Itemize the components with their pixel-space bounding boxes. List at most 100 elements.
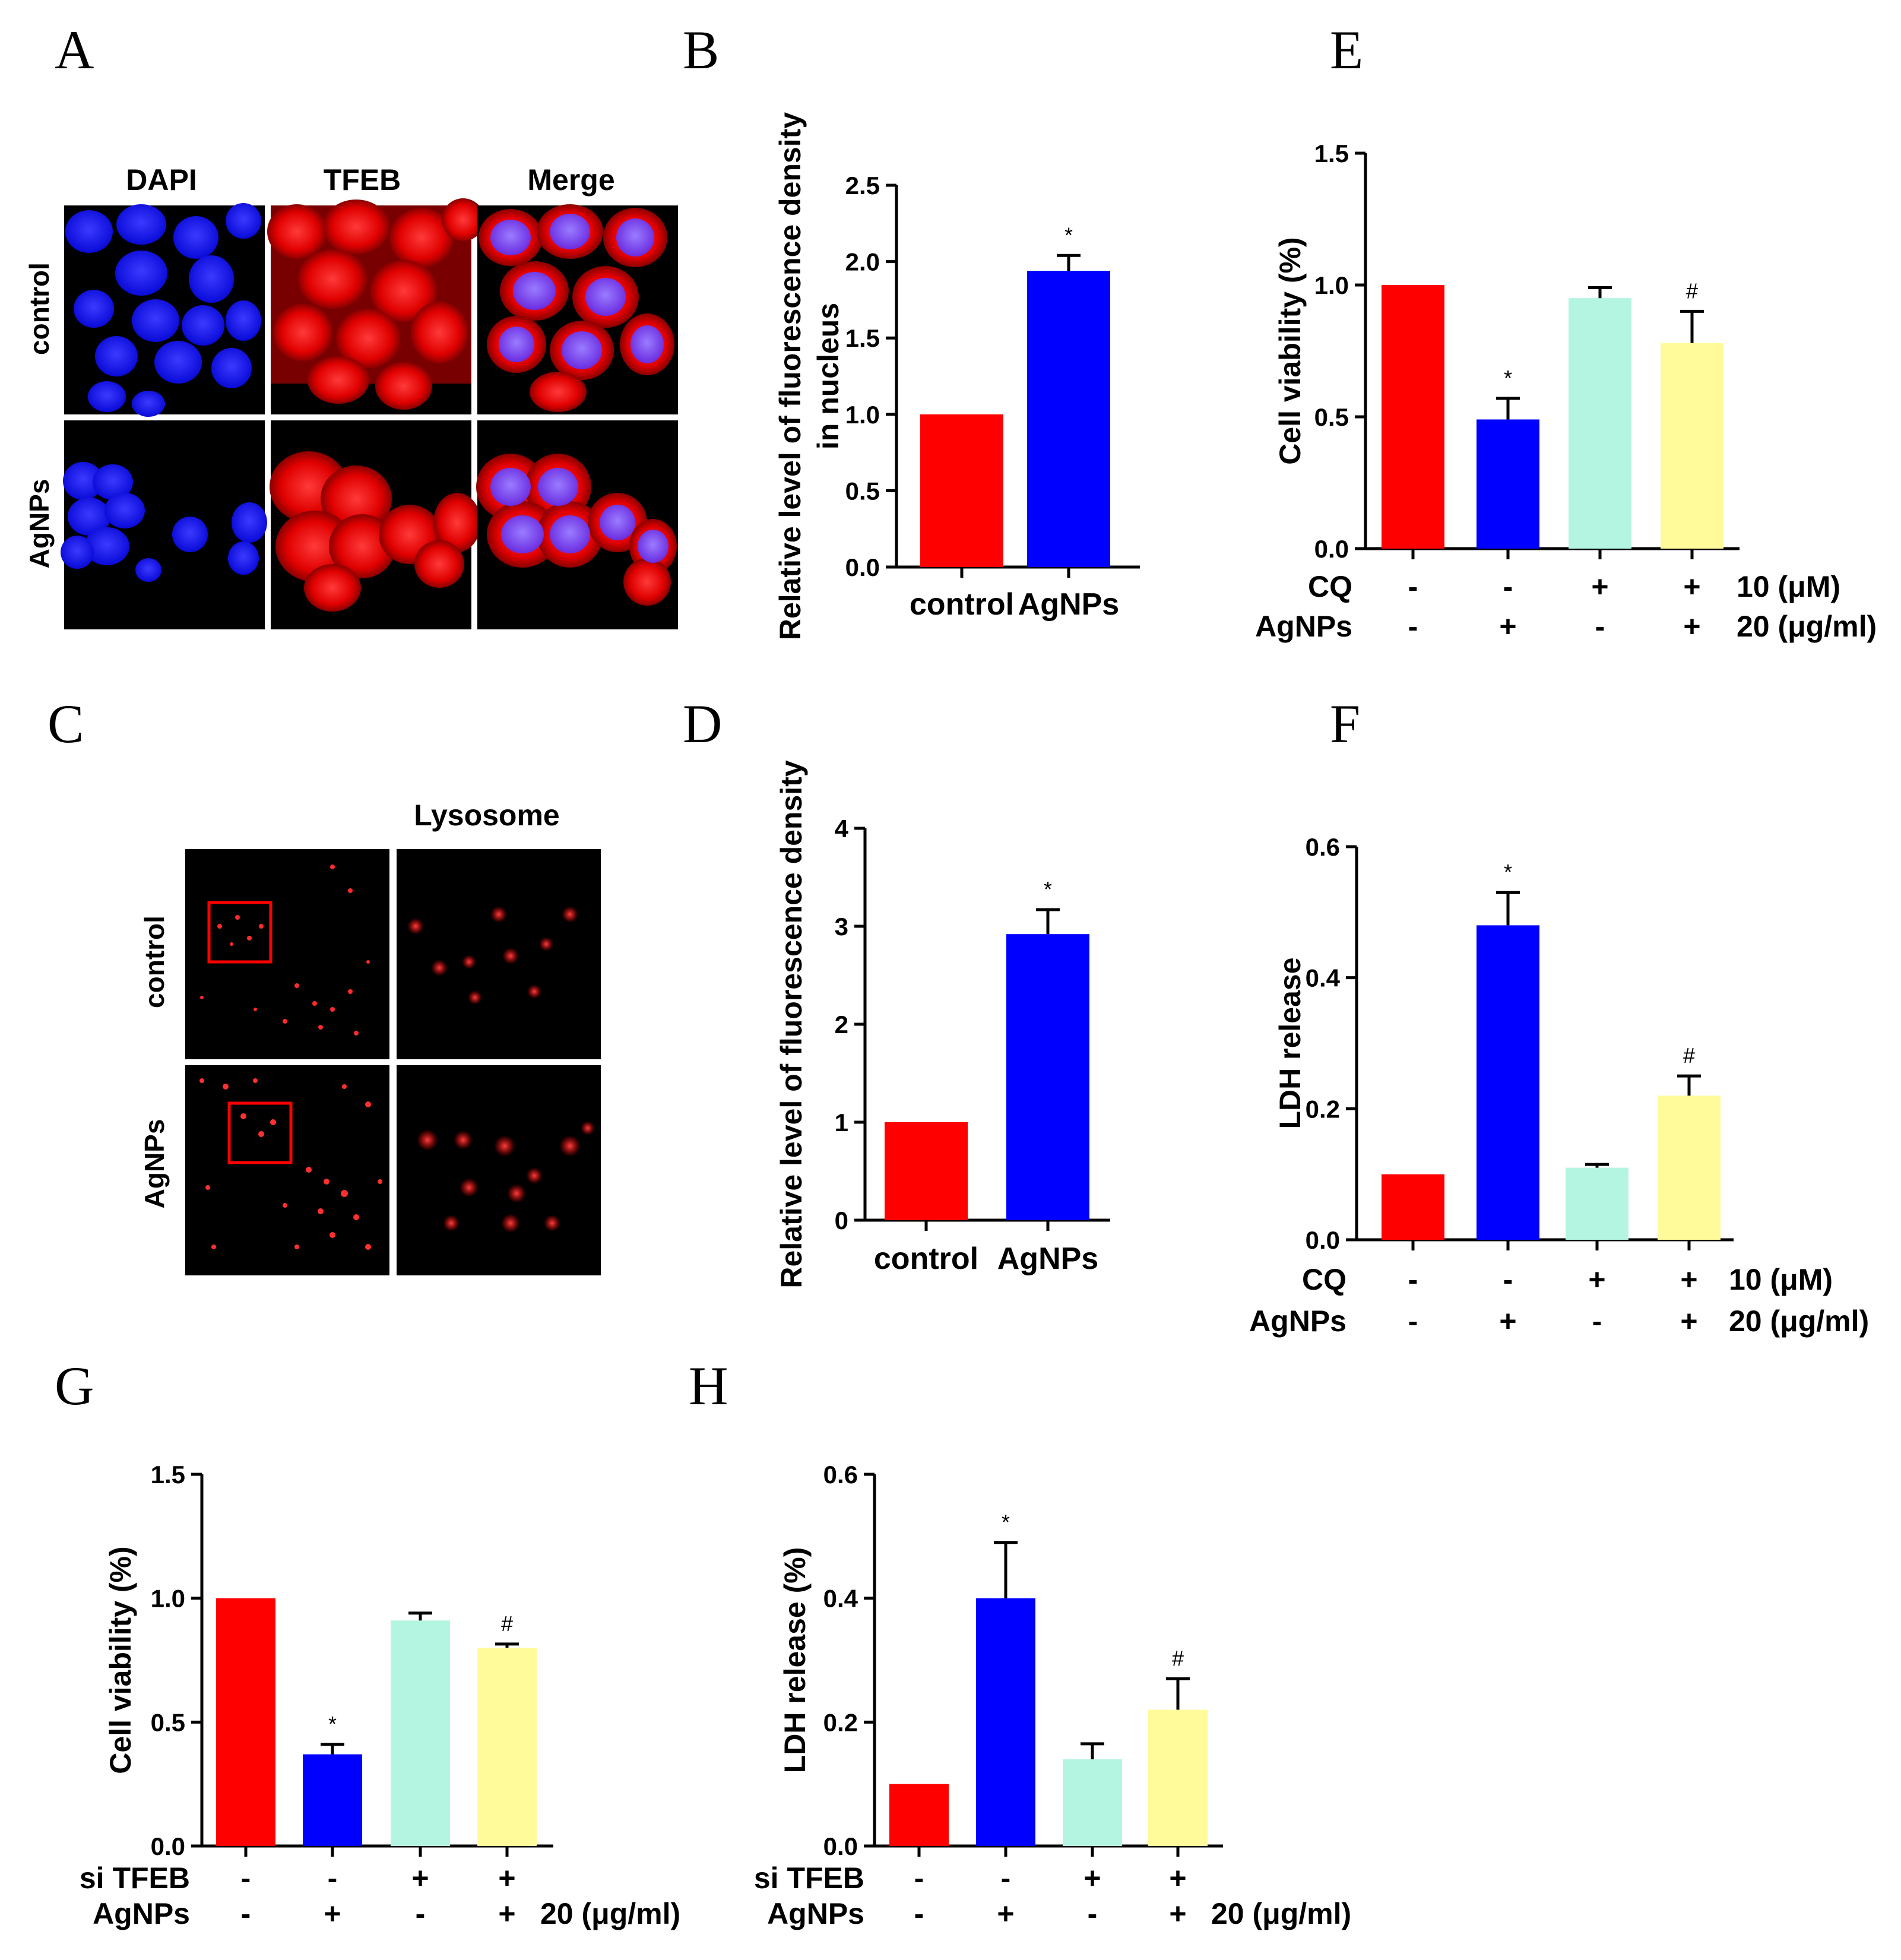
x-category-label: control (874, 1242, 978, 1276)
bar (391, 1620, 450, 1846)
y-tick-label: 0.0 (1306, 1226, 1340, 1254)
condition-sign: + (1499, 1304, 1516, 1338)
bar (1569, 298, 1631, 549)
condition-sign: + (324, 1897, 341, 1930)
significance-mark: * (1044, 877, 1052, 901)
micrograph-tfeb-agnps (270, 420, 481, 629)
micrograph-dapi-control (64, 203, 265, 417)
y-tick-label: 0.4 (823, 1585, 858, 1613)
condition-sign: + (1169, 1897, 1186, 1930)
panel-a-col-merge: Merge (527, 163, 614, 197)
condition-sign: - (1408, 610, 1418, 643)
condition-sign: - (328, 1861, 338, 1895)
x-category-label: AgNPs (997, 1242, 1098, 1276)
y-tick-label: 4 (835, 815, 849, 843)
bar (885, 1122, 968, 1220)
condition-name: si TFEB (754, 1861, 864, 1895)
y-tick-label: 0.6 (823, 1461, 858, 1489)
condition-sign: + (1680, 1263, 1697, 1296)
y-axis-label: in nucleus (812, 303, 845, 449)
condition-sign: + (1683, 610, 1700, 643)
bar (477, 1648, 537, 1846)
condition-sign: - (914, 1861, 924, 1895)
panel-a-col-dapi: DAPI (126, 163, 197, 197)
bar (1658, 1095, 1721, 1240)
y-tick-label: 2 (835, 1011, 848, 1038)
lyso-agnps-zoom (397, 1065, 601, 1275)
panel-a-row-control: control (24, 262, 55, 355)
condition-name: AgNPs (1255, 610, 1352, 643)
significance-mark: # (501, 1611, 513, 1636)
condition-sign: - (1595, 610, 1605, 643)
condition-sign: - (416, 1897, 426, 1930)
y-tick-label: 0.5 (1314, 403, 1349, 431)
y-axis-label: Cell viability (%) (1273, 237, 1307, 464)
condition-name: si TFEB (80, 1861, 190, 1895)
condition-dose: 10 (μM) (1729, 1263, 1833, 1296)
chart-e: E 0.0 0.5 1.0 1.5 Cell viability (%) * # CQ - - + +1… (1255, 20, 1877, 643)
chart-f: F 0.0 0.2 0.4 0.6 LDH release * # CQ - - + +10 (μM) A… (1249, 694, 1869, 1338)
lyso-control-overview (185, 849, 389, 1059)
condition-sign: - (1503, 570, 1513, 603)
chart-d: D 0 1 2 3 4 Relative level of fluorescence den… (683, 694, 1110, 1288)
condition-sign: + (498, 1861, 515, 1895)
condition-sign: - (1408, 570, 1418, 603)
zoom-box (207, 901, 273, 964)
significance-mark: # (1172, 1646, 1184, 1670)
panel-h-letter: H (689, 1356, 728, 1416)
bar (1382, 1174, 1444, 1240)
nuclei-cluster (65, 203, 261, 417)
y-axis-label: LDH release (1273, 957, 1307, 1129)
condition-sign: - (241, 1861, 251, 1895)
significance-mark: * (1064, 223, 1073, 247)
condition-dose: 20 (μg/ml) (1737, 610, 1877, 643)
y-axis-label: Relative level of fluorescence density (775, 760, 808, 1288)
panel-c-col-lysosome: Lysosome (414, 799, 559, 832)
cells-cluster (267, 198, 484, 410)
significance-mark: * (1504, 860, 1512, 884)
panel-a: A DAPI TFEB Merge control AgNPs (24, 20, 678, 629)
bar (889, 1784, 949, 1846)
y-tick-label: 1.5 (845, 324, 880, 352)
panel-b-letter: B (683, 20, 719, 80)
bar (1027, 271, 1110, 567)
panel-a-col-tfeb: TFEB (324, 163, 401, 197)
condition-dose: 20 (μg/ml) (540, 1897, 680, 1930)
condition-sign: - (1088, 1897, 1098, 1930)
x-category-label: AgNPs (1018, 587, 1119, 622)
panel-c-row-control: control (139, 916, 170, 1008)
condition-sign: + (1083, 1861, 1101, 1895)
condition-name: CQ (1308, 570, 1352, 603)
bar (303, 1754, 362, 1846)
bar (976, 1598, 1035, 1846)
panel-e-letter: E (1330, 20, 1363, 80)
y-tick-label: 2.5 (845, 172, 880, 200)
chart-b: B 0.0 0.5 1.0 1.5 2.0 2.5 Relative level of flu… (683, 20, 1140, 640)
condition-sign: + (498, 1897, 515, 1930)
micrograph-dapi-agnps (61, 420, 267, 629)
bar (920, 414, 1003, 567)
condition-sign: + (1591, 570, 1608, 603)
y-tick-label: 0 (835, 1207, 848, 1234)
lyso-agnps-overview (185, 1065, 389, 1275)
condition-sign: - (241, 1897, 251, 1930)
bar (1477, 419, 1539, 549)
panel-c-letter: C (47, 694, 84, 754)
panel-f-letter: F (1330, 694, 1360, 754)
bar (1382, 285, 1444, 549)
condition-sign: - (1001, 1861, 1011, 1895)
condition-sign: - (914, 1897, 924, 1930)
condition-dose: 20 (μg/ml) (1211, 1897, 1351, 1930)
bar (1148, 1709, 1208, 1846)
y-tick-label: 2.0 (845, 248, 880, 276)
y-tick-label: 0.0 (151, 1832, 185, 1860)
y-axis-label: Cell viability (%) (104, 1546, 137, 1774)
condition-sign: - (1592, 1304, 1602, 1338)
y-tick-label: 1.5 (1314, 140, 1349, 167)
y-tick-label: 0.5 (845, 477, 880, 505)
panel-d-letter: D (683, 694, 722, 754)
micrograph-tfeb-control (267, 198, 484, 414)
condition-name: CQ (1302, 1263, 1346, 1296)
y-axis-label: LDH release (%) (778, 1547, 812, 1774)
